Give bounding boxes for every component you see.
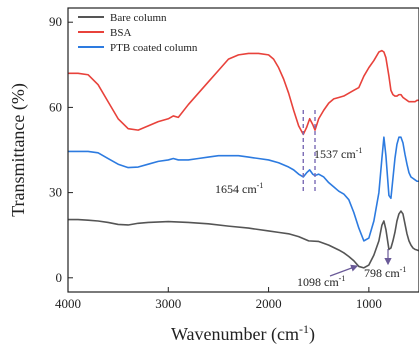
series-line-ptb-coated-column [68,136,419,242]
plot-frame [67,7,419,293]
annotation-798: 798 cm-1 [364,265,406,280]
series-line-bare-column [68,210,419,269]
plot-series-group [68,49,419,269]
x-tick-label: 2000 [256,296,282,311]
annotation-1537: 1537 cm-1 [314,146,362,161]
legend: Bare column BSA PTB coated column [78,12,198,54]
legend-label-bare-column: Bare column [110,12,167,24]
y-tick-label: 60 [49,99,62,114]
annotation-1654: 1654 cm-1 [215,181,263,196]
x-axis-ticks: 4000 3000 2000 1000 [55,287,382,311]
legend-label-ptb-coated-column: PTB coated column [110,42,198,54]
legend-label-bsa: BSA [110,27,131,39]
peak-guide-lines [302,110,316,194]
x-tick-label: 1000 [356,296,382,311]
arrow-1098 [329,264,359,277]
series-line-bsa [68,49,419,136]
y-axis-label: Transmittance (%) [8,83,29,217]
annotation-1098: 1098 cm-1 [297,274,345,289]
x-axis-label: Wavenumber (cm-1) [171,322,315,345]
y-axis-ticks: 0 30 60 90 [49,14,73,285]
y-tick-label: 30 [49,185,62,200]
x-tick-label: 4000 [55,296,81,311]
x-tick-label: 3000 [155,296,181,311]
y-tick-label: 90 [49,14,62,29]
y-tick-label: 0 [56,270,63,285]
